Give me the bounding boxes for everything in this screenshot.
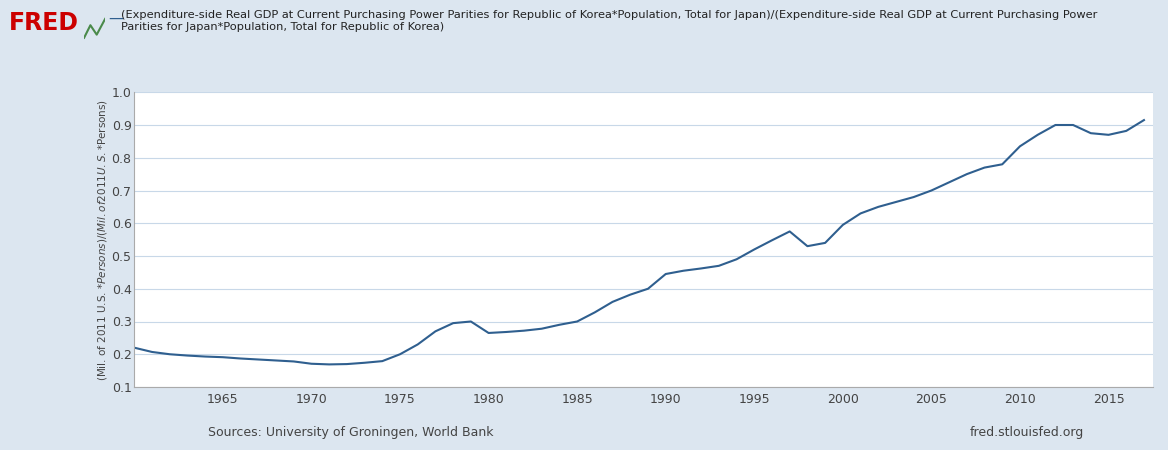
Text: FRED: FRED [9, 11, 79, 35]
Text: (Expenditure-side Real GDP at Current Purchasing Power Parities for Republic of : (Expenditure-side Real GDP at Current Pu… [121, 10, 1098, 20]
Y-axis label: (Mil. of 2011 U.S. $*Persons)/(Mil. of 2011 U.S. $*Persons): (Mil. of 2011 U.S. $*Persons)/(Mil. of 2… [96, 99, 109, 381]
Text: Sources: University of Groningen, World Bank: Sources: University of Groningen, World … [208, 426, 493, 439]
Text: Parities for Japan*Population, Total for Republic of Korea): Parities for Japan*Population, Total for… [121, 22, 445, 32]
Text: —: — [109, 11, 124, 26]
Text: fred.stlouisfed.org: fred.stlouisfed.org [969, 426, 1084, 439]
